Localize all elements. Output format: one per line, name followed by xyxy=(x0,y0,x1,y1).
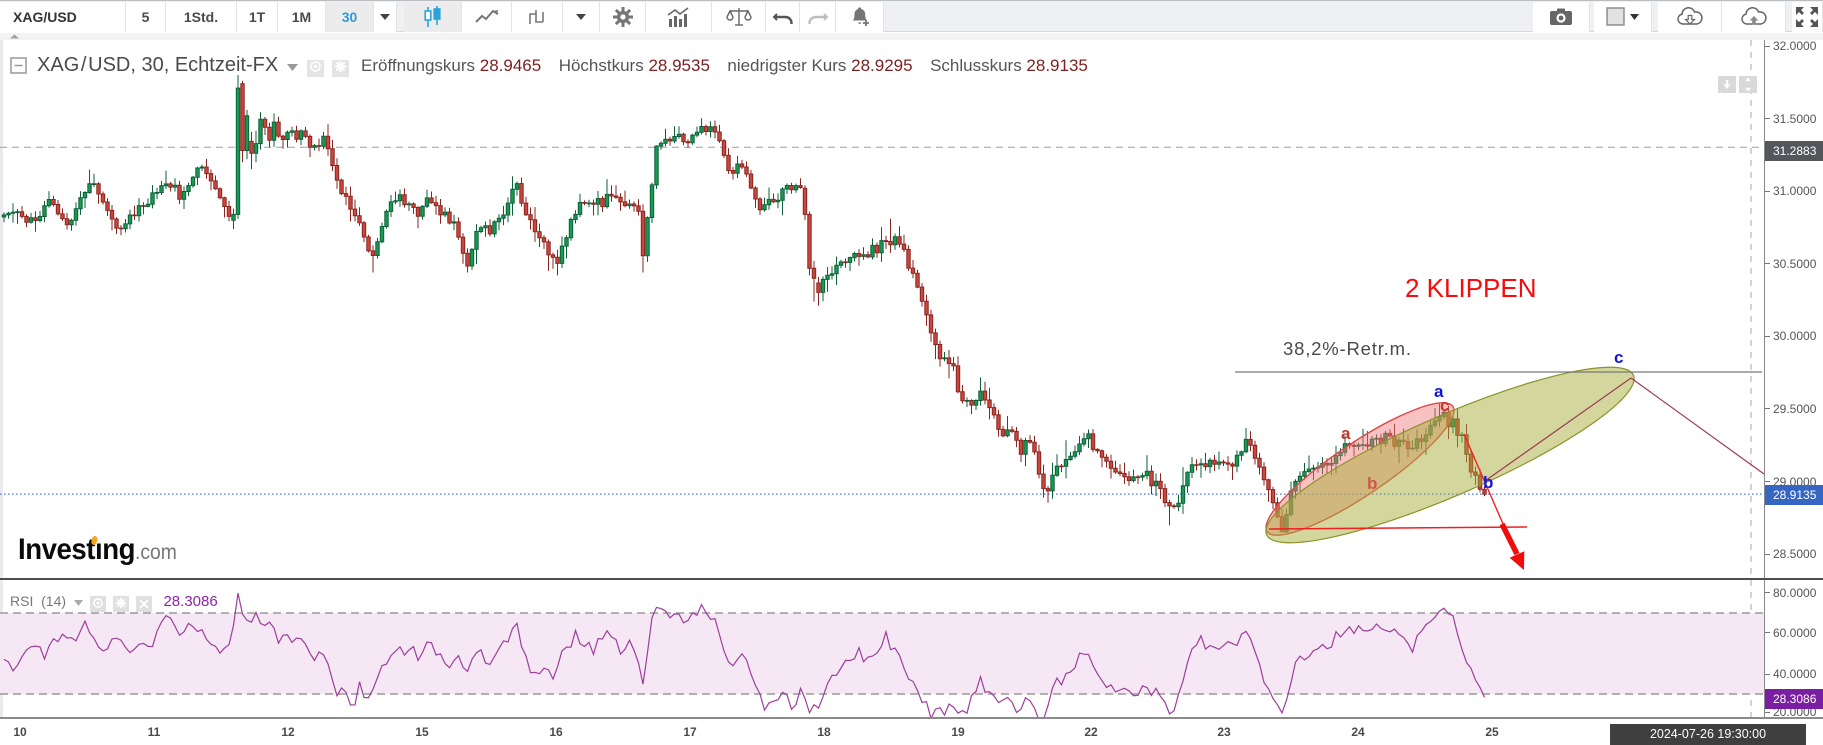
svg-text:c: c xyxy=(1614,348,1623,367)
svg-text:a: a xyxy=(1434,382,1444,401)
svg-text:a: a xyxy=(1341,424,1351,443)
svg-text:b: b xyxy=(1367,474,1377,493)
svg-text:38,2%-Retr.m.: 38,2%-Retr.m. xyxy=(1283,338,1411,359)
svg-text:b: b xyxy=(1483,473,1493,492)
svg-text:c: c xyxy=(1440,396,1449,415)
svg-text:2 KLIPPEN: 2 KLIPPEN xyxy=(1405,273,1537,303)
